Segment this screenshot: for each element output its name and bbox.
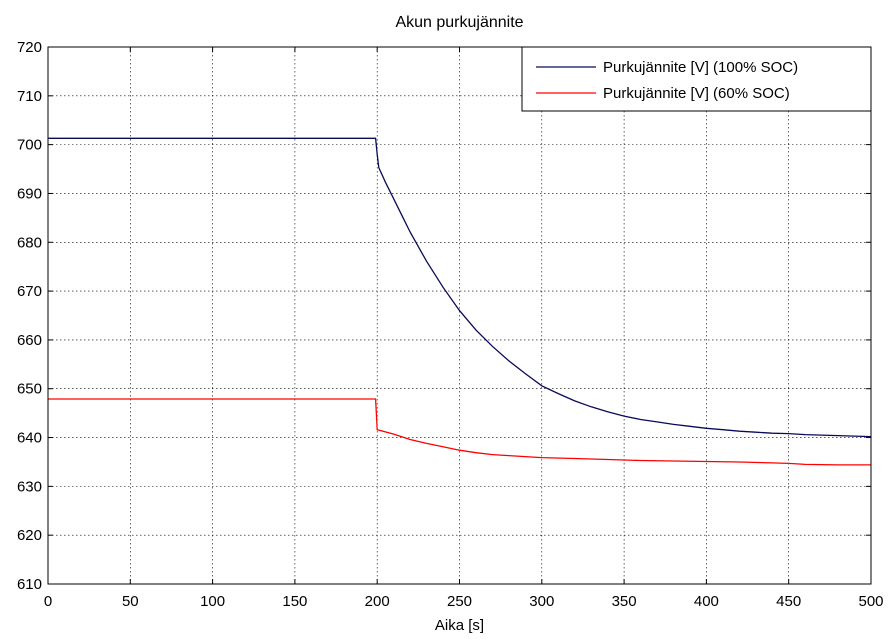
- legend-label-1: Purkujännite [V] (100% SOC): [603, 59, 798, 76]
- series-line-2: [48, 398, 871, 466]
- legend-label-2: Purkujännite [V] (60% SOC): [603, 85, 790, 102]
- x-tick-label: 200: [365, 593, 390, 610]
- x-tick-label: 300: [529, 593, 554, 610]
- axis-ticks: 0 50 100 150 200 250 300 350 400 450 500 610 620 630 6…: [17, 39, 884, 610]
- legend-box: [521, 46, 872, 112]
- x-tick-label: 400: [694, 593, 719, 610]
- x-tick-label: 100: [200, 593, 225, 610]
- y-tick-label: 700: [17, 137, 42, 154]
- series-line-1: [48, 137, 872, 438]
- series-lines: [48, 137, 872, 466]
- grid-lines: [48, 47, 871, 584]
- chart-title: Akun purkujännite: [395, 14, 523, 31]
- y-tick-label: 630: [17, 478, 42, 495]
- x-tick-label: 350: [612, 593, 637, 610]
- y-tick-label: 610: [17, 576, 42, 593]
- y-tick-label: 670: [17, 283, 42, 300]
- y-tick-label: 720: [17, 39, 42, 56]
- x-tick-label: 250: [447, 593, 472, 610]
- x-tick-label: 50: [122, 593, 139, 610]
- x-tick-label: 500: [858, 593, 883, 610]
- y-tick-label: 650: [17, 381, 42, 398]
- x-tick-label: 450: [776, 593, 801, 610]
- x-tick-label: 150: [282, 593, 307, 610]
- legend: Purkujännite [V] (100% SOC) Purkujännite …: [521, 46, 872, 112]
- y-tick-label: 680: [17, 234, 42, 251]
- y-tick-label: 660: [17, 332, 42, 349]
- y-tick-label: 710: [17, 88, 42, 105]
- x-axis-label: Aika [s]: [435, 617, 484, 634]
- y-tick-label: 640: [17, 430, 42, 447]
- x-tick-label: 0: [44, 593, 52, 610]
- y-tick-label: 620: [17, 527, 42, 544]
- y-tick-label: 690: [17, 185, 42, 202]
